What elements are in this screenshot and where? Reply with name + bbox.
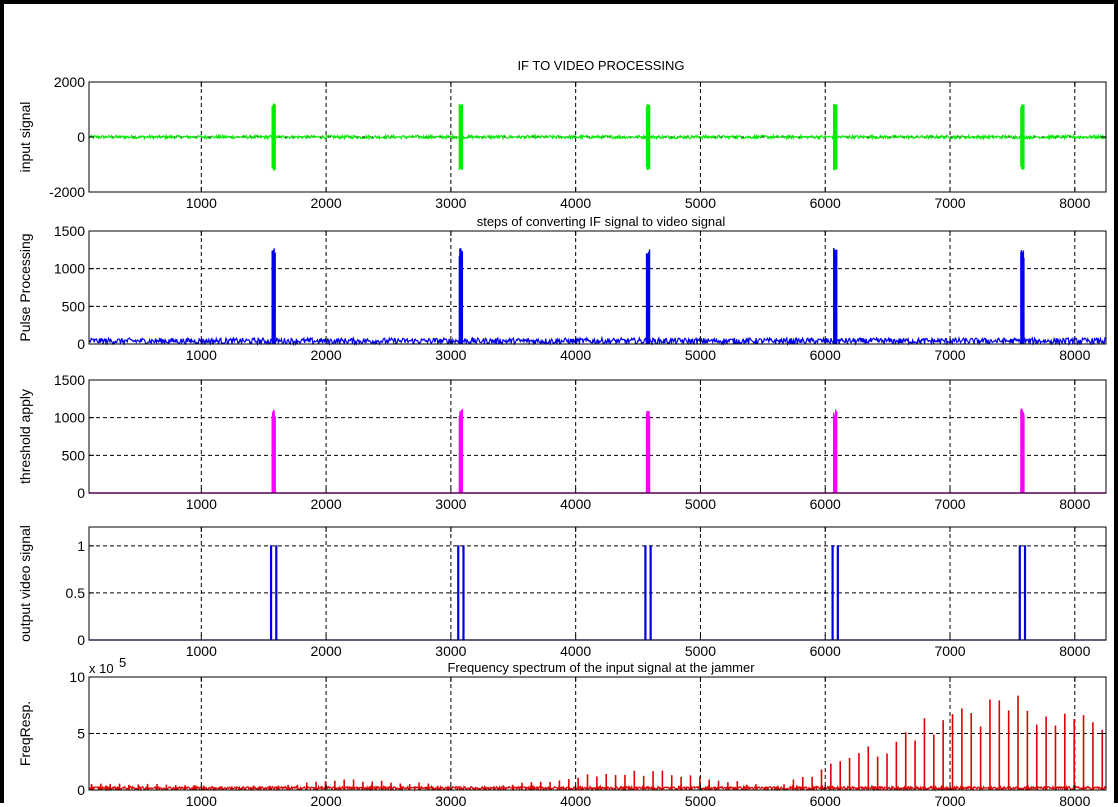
axes-background [89,527,1106,640]
x-tick-label: 1000 [186,195,217,211]
x-tick-label: 8000 [1059,643,1090,659]
y-exponent-power: 5 [119,655,126,670]
y-tick-label: 0 [77,336,85,352]
axes-frame [88,526,1107,641]
pulse-3 [645,249,651,344]
pulse-5 [1020,250,1025,344]
pulse-4 [833,103,838,171]
y-tick-label: 5 [77,726,85,742]
y-tick-label: 0.5 [66,585,86,601]
y-tick-label: 1000 [54,410,85,426]
axes-frame [88,379,1107,494]
pulse-2 [458,248,464,344]
subplot-1: 1000 2000 3000 4000 5000 6000 7000 8000 -2000 0 20… [17,74,1107,211]
x-tick-label: 6000 [810,643,841,659]
x-tick-label: 5000 [685,347,716,363]
x-tick-label: 8000 [1059,496,1090,512]
figure-canvas: IF TO VIDEO PROCESSING 1000 2000 3000 4000 5… [17,58,1107,807]
figure-title: IF TO VIDEO PROCESSING [517,58,684,73]
pulse-5 [1020,408,1025,493]
y-tick-label: 1 [77,538,85,554]
x-tick-label: 4000 [560,643,591,659]
subplot-2: 1000 2000 3000 4000 5000 6000 7000 8000 0 500 1000… [17,214,1107,363]
x-tick-label: 8000 [1059,347,1090,363]
axes-background [89,380,1106,493]
x-tick-label: 8000 [1059,195,1090,211]
y-axis-label: Pulse Processing [17,233,33,341]
x-tick-label: 4000 [560,347,591,363]
x-tick-label: 2000 [311,793,342,807]
pulse-2 [458,409,464,493]
x-tick-label: 3000 [435,793,466,807]
pulse-1 [271,248,276,344]
y-tick-label: 1500 [54,223,85,239]
subplot-5: 1000 2000 3000 4000 5000 6000 7000 8000 0 5 10 Freq… [17,655,1107,807]
x-tick-label: 3000 [435,195,466,211]
x-tick-label: 1000 [186,496,217,512]
pulse-2 [458,103,464,171]
x-tick-label: 2000 [311,195,342,211]
x-tick-label: 1000 [186,347,217,363]
pulse-4 [833,409,838,493]
pulse-4 [833,247,838,344]
x-tick-label: 4000 [560,496,591,512]
x-tick-label: 6000 [810,347,841,363]
y-tick-label: -2000 [49,184,85,200]
subplot-title: steps of converting IF signal to video s… [477,214,726,229]
x-tick-label: 6000 [810,496,841,512]
x-tick-label: 4000 [560,195,591,211]
x-tick-label: 8000 [1059,793,1090,807]
y-tick-label: 500 [62,298,86,314]
y-tick-label: 1500 [54,372,85,388]
y-axis-label: input signal [17,102,33,173]
x-tick-label: 1000 [186,643,217,659]
series-noise-trace [88,133,1106,141]
y-tick-label: 0 [77,129,85,145]
y-tick-label: 0 [77,782,85,798]
y-tick-label: 2000 [54,74,85,90]
x-tick-label: 6000 [810,793,841,807]
x-tick-label: 3000 [435,643,466,659]
pulse-5 [1020,104,1025,170]
y-tick-label: 0 [77,632,85,648]
y-axis-label: FreqResp. [17,701,33,766]
x-tick-label: 7000 [934,643,965,659]
y-tick-label: 0 [77,485,85,501]
x-tick-label: 5000 [685,793,716,807]
x-tick-label: 5000 [685,195,716,211]
pulse-3 [645,410,651,493]
pulse-3 [645,103,651,171]
series-noise-trace [88,335,1107,347]
x-tick-label: 7000 [934,195,965,211]
y-tick-label: 1000 [54,261,85,277]
axes-frame [88,230,1107,345]
axes-background [89,231,1106,344]
pulse-1 [271,409,276,493]
x-tick-label: 5000 [685,496,716,512]
x-tick-label: 5000 [685,643,716,659]
x-tick-label: 4000 [560,793,591,807]
y-axis-label: output video signal [17,525,33,642]
y-tick-label: 10 [69,669,85,685]
x-tick-label: 1000 [186,793,217,807]
pulse-1 [271,103,276,171]
y-exponent-label: x 10 [89,661,114,676]
x-tick-label: 7000 [934,347,965,363]
y-tick-label: 500 [62,447,86,463]
x-tick-label: 2000 [311,643,342,659]
subplot-4: 1000 2000 3000 4000 5000 6000 7000 8000 0 0.5 1 out… [17,525,1107,659]
x-tick-label: 3000 [435,347,466,363]
subplot-title: Frequency spectrum of the input signal a… [447,660,755,675]
x-tick-label: 7000 [934,496,965,512]
x-tick-label: 2000 [311,347,342,363]
x-tick-label: 6000 [810,195,841,211]
subplot-3: 1000 2000 3000 4000 5000 6000 7000 8000 0 500 1000… [17,372,1107,512]
x-tick-label: 7000 [934,793,965,807]
x-tick-label: 3000 [435,496,466,512]
x-tick-label: 2000 [311,496,342,512]
y-axis-label: threshold apply [17,389,33,484]
